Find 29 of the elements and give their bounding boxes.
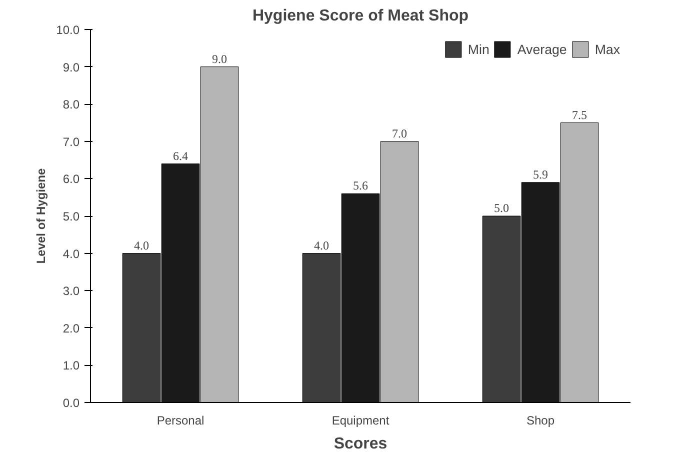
y-tick-label: 8.0 [62, 98, 80, 112]
x-tick-label: Personal [156, 414, 204, 428]
data-label: 7.5 [572, 108, 587, 122]
data-label: 5.6 [353, 178, 368, 193]
legend-label: Max [594, 42, 620, 56]
data-label: 4.0 [314, 238, 329, 252]
legend-label: Average [517, 42, 567, 56]
data-label: 4.0 [134, 238, 149, 252]
x-tick-label: Equipment [332, 414, 390, 428]
y-tick-label: 4.0 [62, 246, 80, 261]
y-tick-label: 3.0 [62, 284, 80, 298]
y-tick-label: 1.0 [62, 358, 80, 373]
y-tick-label: 10.0 [56, 23, 80, 37]
x-axis-title: Scores [334, 436, 388, 452]
y-tick-label: 0.0 [62, 396, 80, 410]
y-tick-label: 9.0 [62, 60, 80, 74]
data-label: 6.4 [173, 148, 188, 163]
data-label: 9.0 [212, 52, 227, 66]
data-label: 7.0 [392, 126, 407, 140]
chart-title: Hygiene Score of Meat Shop [252, 8, 469, 24]
y-tick-label: 6.0 [62, 172, 80, 186]
y-tick-label: 7.0 [62, 134, 80, 149]
data-label: 5.9 [533, 167, 548, 182]
legend-label: Min [468, 42, 490, 56]
y-tick-label: 2.0 [62, 321, 80, 336]
y-tick-label: 5.0 [62, 210, 80, 224]
x-tick-label: Shop [526, 414, 555, 428]
y-axis-title: Level of Hygiene [34, 168, 48, 264]
data-label: 5.0 [494, 201, 509, 215]
